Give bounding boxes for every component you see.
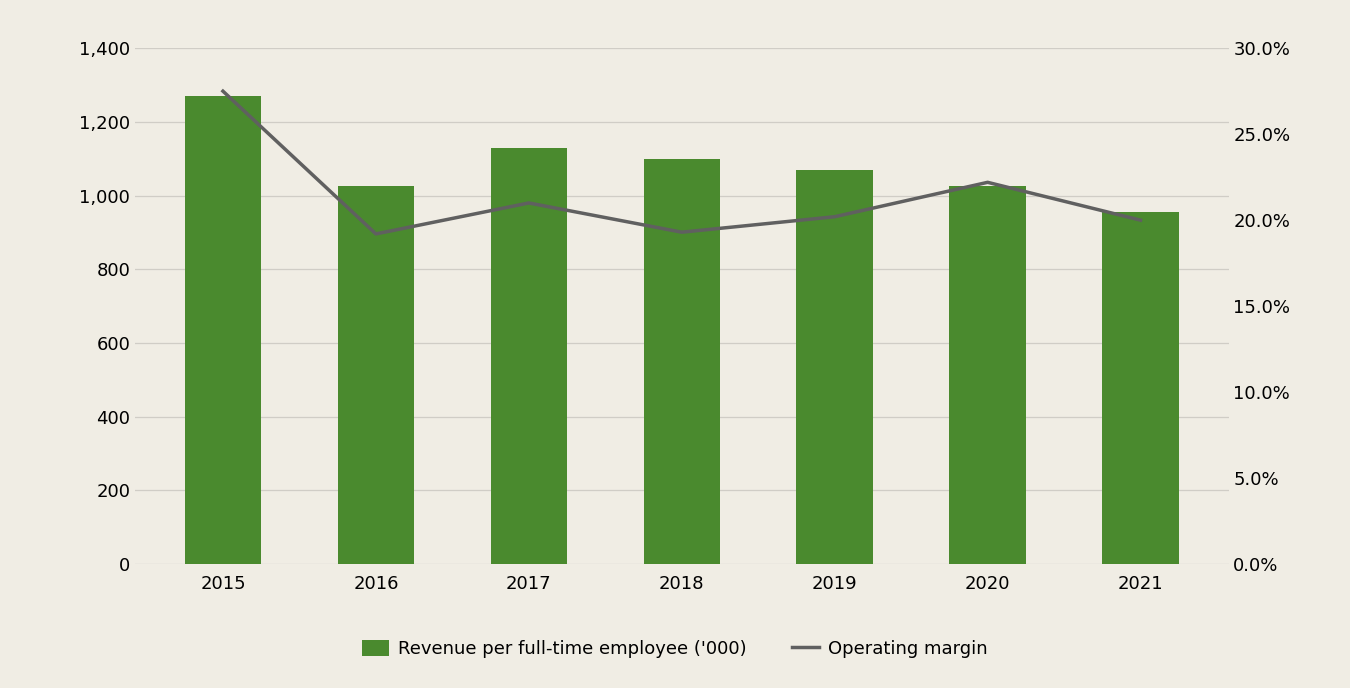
Bar (490, 148, 567, 564)
Operating margin (367, 230, 383, 238)
Operating margin (1133, 216, 1149, 224)
Operating margin (215, 87, 231, 95)
Bar (338, 186, 414, 564)
Bar (949, 186, 1026, 564)
Bar (185, 96, 261, 564)
Operating margin (826, 213, 842, 221)
Operating margin (980, 178, 996, 186)
Bar (644, 159, 720, 564)
Bar (796, 170, 873, 564)
Legend: Revenue per full-time employee ('000), Operating margin: Revenue per full-time employee ('000), O… (355, 632, 995, 665)
Operating margin (521, 199, 537, 207)
Operating margin (674, 228, 690, 236)
Bar (1103, 212, 1179, 564)
Line: Operating margin: Operating margin (223, 91, 1141, 234)
